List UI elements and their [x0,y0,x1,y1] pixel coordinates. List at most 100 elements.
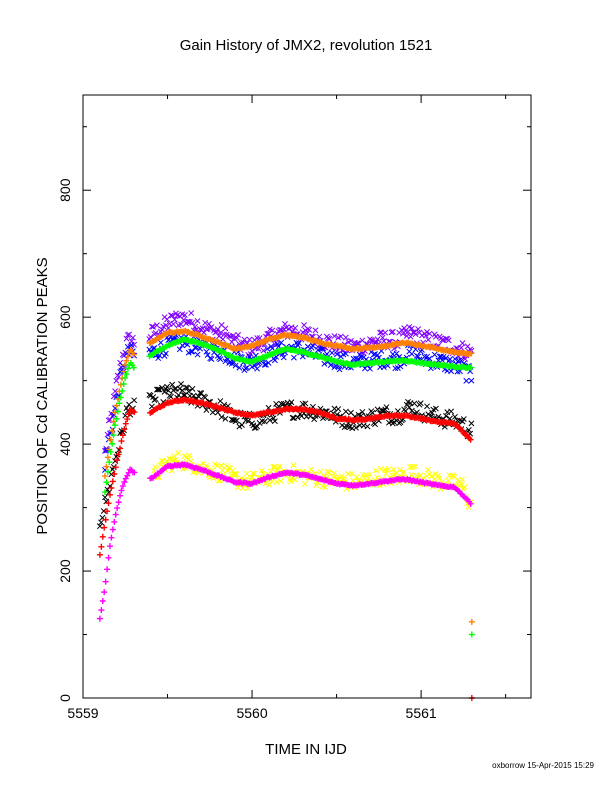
data-point [195,393,202,400]
data-point [290,462,297,469]
data-point [348,470,355,477]
data-point [115,499,122,506]
data-point [264,345,271,352]
series-6 [101,336,475,638]
data-point [331,333,338,340]
data-point [167,393,174,400]
data-point [312,327,319,334]
data-point [270,464,277,471]
data-point [194,317,201,324]
data-point [301,480,308,487]
data-point [397,363,404,370]
data-point [254,423,261,430]
data-point [339,422,346,429]
data-point [235,331,242,338]
data-point [236,364,243,371]
data-point [407,464,414,470]
data-point [423,473,430,480]
data-point [131,397,138,404]
data-point [99,598,106,605]
data-point [425,336,432,343]
data-point [119,432,126,439]
data-point [377,329,384,336]
data-point [122,374,129,381]
data-point [243,470,250,477]
data-point [269,327,276,334]
data-point [130,351,137,358]
data-point [261,361,268,368]
data-point [115,451,122,458]
data-point [104,566,111,573]
data-point [321,360,328,367]
data-point [157,339,164,346]
data-point [190,392,197,399]
data-point [217,329,224,336]
data-point [277,478,284,484]
series-1 [102,310,475,454]
data-point [105,554,112,561]
x-tick-label: 5560 [236,705,267,721]
data-point [171,316,178,323]
data-point [218,414,225,421]
data-point [328,349,335,356]
data-point [246,336,253,343]
data-point [171,453,178,460]
data-point [118,438,125,445]
data-point [170,321,177,328]
data-point [406,404,413,411]
y-tick-label: 600 [57,305,73,329]
data-point [241,336,248,343]
data-point [178,381,185,387]
data-point [165,387,172,394]
data-point [435,413,442,420]
data-point [114,408,121,415]
data-point [374,406,381,413]
data-point [156,352,163,359]
data-point [233,417,240,424]
data-point [98,519,105,526]
data-point [117,445,124,452]
data-point [367,365,373,372]
data-point [233,471,240,478]
data-point [185,456,192,463]
data-point [335,406,342,413]
data-point [109,478,116,485]
y-tick-label: 400 [57,432,73,456]
data-point [175,450,182,457]
data-point [112,409,119,416]
data-point [180,316,187,323]
data-point [154,386,160,393]
data-point [120,380,127,387]
data-point [111,518,118,525]
data-point [117,381,124,388]
data-point [448,368,455,375]
data-point [342,334,349,341]
data-point [188,310,195,317]
data-point [189,319,196,326]
data-point [100,508,107,515]
data-point [292,324,299,331]
data-point [128,341,135,348]
data-point [106,491,113,498]
data-point [121,352,127,359]
data-point [294,414,301,421]
data-point [199,325,206,332]
data-point [274,479,280,486]
axis-ticks: 0 200 400 600 800 5559 5560 5561 [57,95,531,721]
data-point [389,328,396,335]
y-tick-label: 800 [57,178,73,202]
data-point [234,484,241,491]
data-point [124,416,131,423]
data-point [124,365,131,372]
series-3 [96,381,475,530]
plot-frame [82,94,532,699]
data-point [331,470,338,477]
data-point [107,436,114,443]
data-point [119,387,126,394]
data-point [245,418,252,425]
data-point [278,339,285,346]
data-point [364,423,371,430]
data-point [184,384,191,391]
data-point [358,354,365,361]
